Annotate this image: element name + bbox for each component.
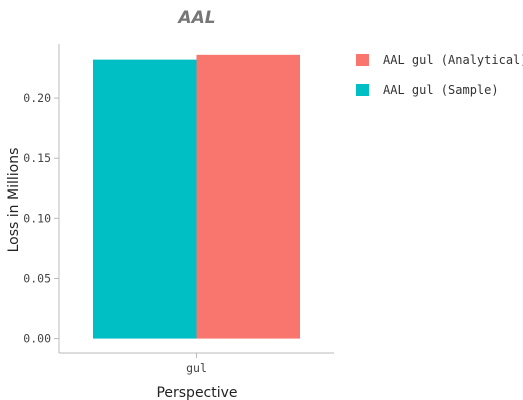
legend-swatch: [356, 54, 369, 66]
y-tick-label: 0.20: [23, 91, 51, 105]
legend-entry: AAL gul (Analytical): [383, 53, 523, 67]
y-tick-label: 0.15: [23, 151, 51, 165]
bar-aal-gul-sample: [93, 59, 197, 339]
legend-swatch: [356, 84, 369, 96]
y-axis-title: Loss in Millions: [6, 148, 22, 253]
bar-aal-gul-analytical: [196, 54, 300, 339]
y-tick-label: 0.00: [23, 332, 51, 346]
y-tick-label: 0.05: [23, 271, 51, 285]
x-axis-title: Perspective: [156, 385, 237, 400]
plot-area: 0.00 0.05 0.10 0.15 0.20 gul: [23, 44, 334, 375]
y-tick-label: 0.10: [23, 211, 51, 225]
legend-entry: AAL gul (Sample): [383, 83, 499, 97]
x-tick-label: gul: [186, 361, 207, 375]
legend: AAL gul (Analytical) AAL gul (Sample): [356, 53, 523, 97]
chart-title: AAL: [176, 8, 215, 28]
